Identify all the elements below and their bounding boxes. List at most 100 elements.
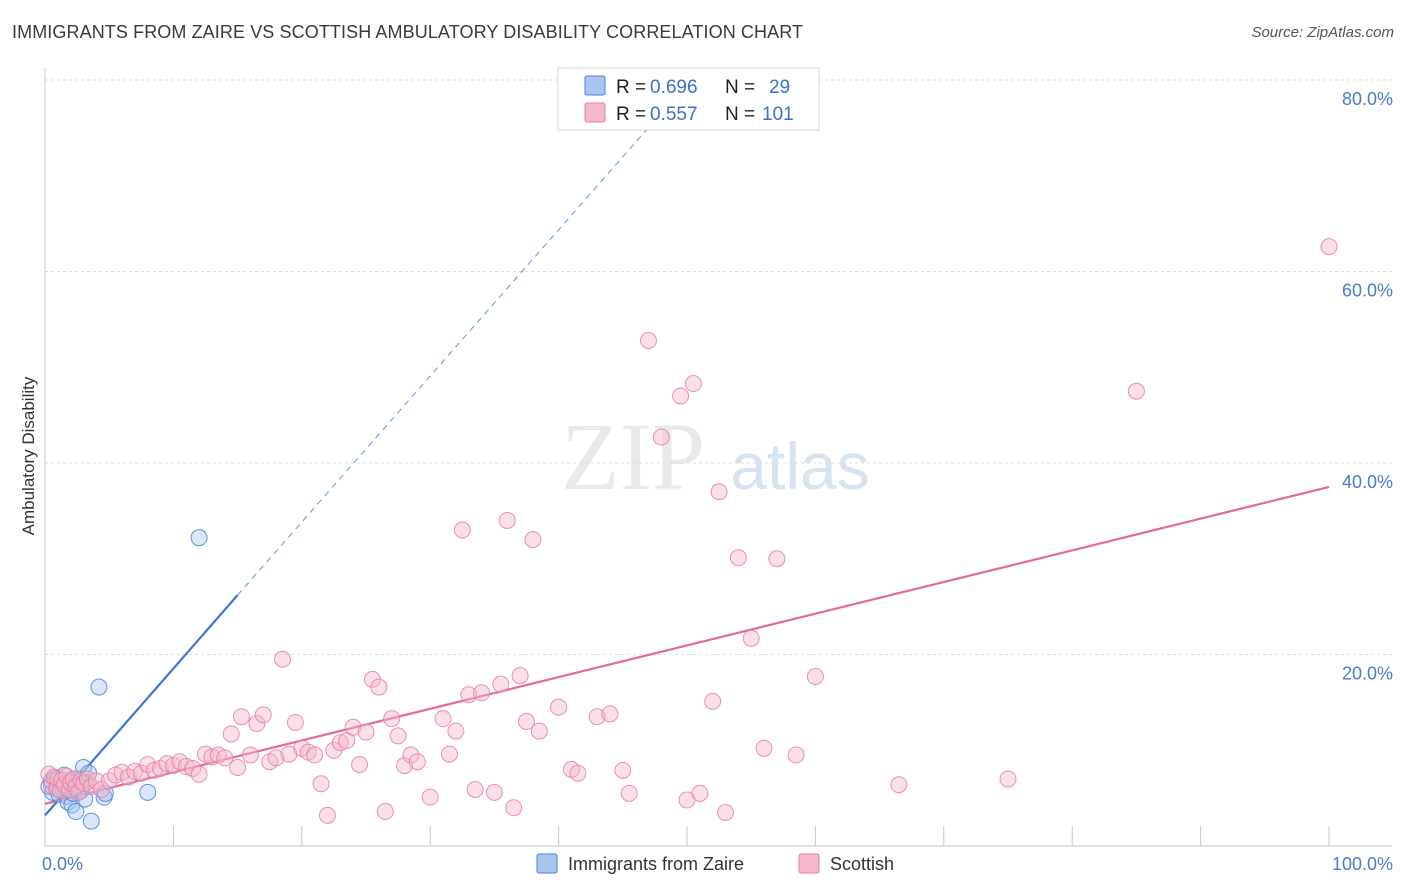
scottish-point: [190, 765, 208, 783]
scottish-point: [177, 758, 195, 776]
scottish-point: [389, 727, 407, 745]
scottish-point: [704, 692, 722, 710]
stats-legend-swatch-pink: [584, 102, 606, 123]
zaire-point: [190, 529, 208, 547]
scottish-point: [408, 753, 426, 771]
scottish-point: [729, 549, 747, 567]
scottish-point: [241, 746, 259, 764]
series-legend-label-zaire: Immigrants from Zaire: [568, 854, 744, 874]
chart-source: Source: ZipAtlas.com: [1251, 24, 1394, 41]
zaire-point: [90, 678, 108, 696]
zaire-trend-line-extension: [237, 119, 656, 596]
scottish-point: [306, 746, 324, 764]
scottish-point: [274, 650, 292, 668]
watermark-zip: ZIP: [561, 403, 705, 510]
stats-r-value-pink: 0.557: [650, 104, 698, 125]
scottish-point: [999, 770, 1017, 788]
scottish-point: [100, 772, 118, 790]
scottish-point: [890, 776, 908, 794]
y-tick-label: 20.0%: [1342, 664, 1393, 684]
stats-n-value-blue: 29: [769, 77, 790, 98]
scottish-point: [370, 678, 388, 696]
chart-title: IMMIGRANTS FROM ZAIRE VS SCOTTISH AMBULA…: [12, 22, 804, 42]
scottish-point: [421, 788, 439, 806]
scottish-point: [318, 806, 336, 824]
scottish-point: [492, 675, 510, 693]
scottish-point: [505, 799, 523, 817]
scottish-point: [312, 775, 330, 793]
scottish-point: [1127, 382, 1145, 400]
scottish-point: [691, 784, 709, 802]
series-legend-label-scottish: Scottish: [830, 854, 894, 874]
y-axis-label: Ambulatory Disability: [19, 376, 38, 535]
scottish-point: [402, 746, 420, 764]
scottish-point: [588, 708, 606, 726]
scottish-point: [614, 761, 632, 779]
scottish-point: [248, 714, 266, 732]
scottish-point: [267, 749, 285, 767]
scottish-point: [447, 722, 465, 740]
zaire-point: [82, 812, 100, 830]
scottish-point: [460, 686, 478, 704]
scottish-point: [376, 803, 394, 821]
x-tick-label: 100.0%: [1332, 854, 1393, 874]
scottish-point: [518, 713, 535, 731]
axis-layer: 20.0% 40.0% 60.0% 80.0% 0.0% 100.0%: [42, 68, 1393, 874]
scottish-point: [652, 428, 670, 446]
scottish-point: [119, 768, 137, 786]
scottish-point: [203, 748, 221, 766]
stats-legend-swatch-blue: [584, 75, 606, 96]
scottish-point: [530, 722, 548, 740]
points-layer: [40, 238, 1338, 830]
stats-n-label-pink: N =: [725, 104, 760, 125]
scottish-point: [569, 764, 587, 782]
y-tick-label: 60.0%: [1342, 281, 1393, 301]
scottish-point: [72, 772, 90, 790]
scottish-point: [87, 772, 105, 790]
scottish-point: [639, 331, 657, 349]
scottish-point: [232, 708, 250, 726]
scottish-point: [229, 758, 247, 776]
watermark-atlas: atlas: [730, 429, 869, 503]
scottish-point: [254, 706, 272, 724]
scottish-point: [383, 710, 401, 728]
scottish-point: [132, 764, 150, 782]
scottish-point: [351, 756, 369, 774]
series-legend-swatch-zaire: [536, 853, 558, 874]
scottish-point: [717, 803, 735, 821]
scottish-point: [620, 784, 638, 802]
scottish-point: [755, 739, 773, 757]
scottish-point: [396, 757, 414, 775]
scottish-point: [1320, 238, 1338, 256]
scottish-point: [357, 723, 375, 741]
y-tick-label: 80.0%: [1342, 89, 1393, 109]
scottish-point: [672, 387, 690, 405]
y-tick-label: 40.0%: [1342, 472, 1393, 492]
stats-r-value-blue: 0.696: [650, 77, 698, 98]
series-legend-swatch-scottish: [798, 853, 820, 874]
scottish-point: [216, 749, 234, 767]
scottish-point: [787, 746, 805, 764]
scottish-point: [222, 725, 240, 743]
zaire-point: [67, 803, 85, 821]
scottish-point: [550, 698, 568, 716]
scottish-point: [524, 531, 542, 549]
scottish-point: [440, 745, 458, 763]
scottish-point: [806, 668, 824, 686]
scottish-point: [344, 718, 362, 736]
scottish-point: [158, 755, 176, 773]
series-legend: Immigrants from Zaire Scottish: [536, 853, 894, 874]
stats-n-label-blue: N =: [725, 77, 760, 98]
scottish-point: [434, 710, 452, 728]
scottish-point: [473, 684, 491, 702]
scottish-point: [684, 375, 702, 393]
scottish-point: [139, 756, 157, 774]
stats-r-label-pink: R =: [616, 104, 651, 125]
scottish-point: [511, 667, 529, 685]
scottish-point: [742, 629, 760, 647]
scottish-point: [286, 713, 304, 731]
scottish-trend-line: [44, 485, 1330, 805]
x-tick-label: 0.0%: [42, 854, 83, 874]
zaire-point: [139, 783, 157, 801]
